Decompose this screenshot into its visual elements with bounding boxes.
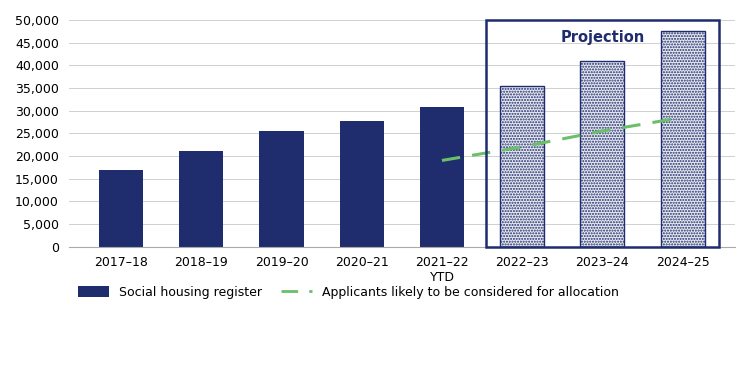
Bar [580, 61, 625, 247]
Bar [500, 86, 544, 247]
Bar [179, 151, 224, 247]
Legend: Social housing register, Applicants likely to be considered for allocation: Social housing register, Applicants like… [73, 281, 624, 304]
Bar [580, 61, 625, 247]
Bar [260, 131, 304, 247]
Bar [486, 20, 719, 247]
Bar [99, 169, 143, 247]
Bar [500, 86, 544, 247]
Bar [340, 121, 384, 247]
Bar [661, 31, 705, 247]
Bar [661, 31, 705, 247]
Bar [500, 86, 544, 247]
Bar [420, 107, 464, 247]
Bar [580, 61, 625, 247]
Bar [661, 31, 705, 247]
Text: Projection: Projection [560, 30, 644, 45]
